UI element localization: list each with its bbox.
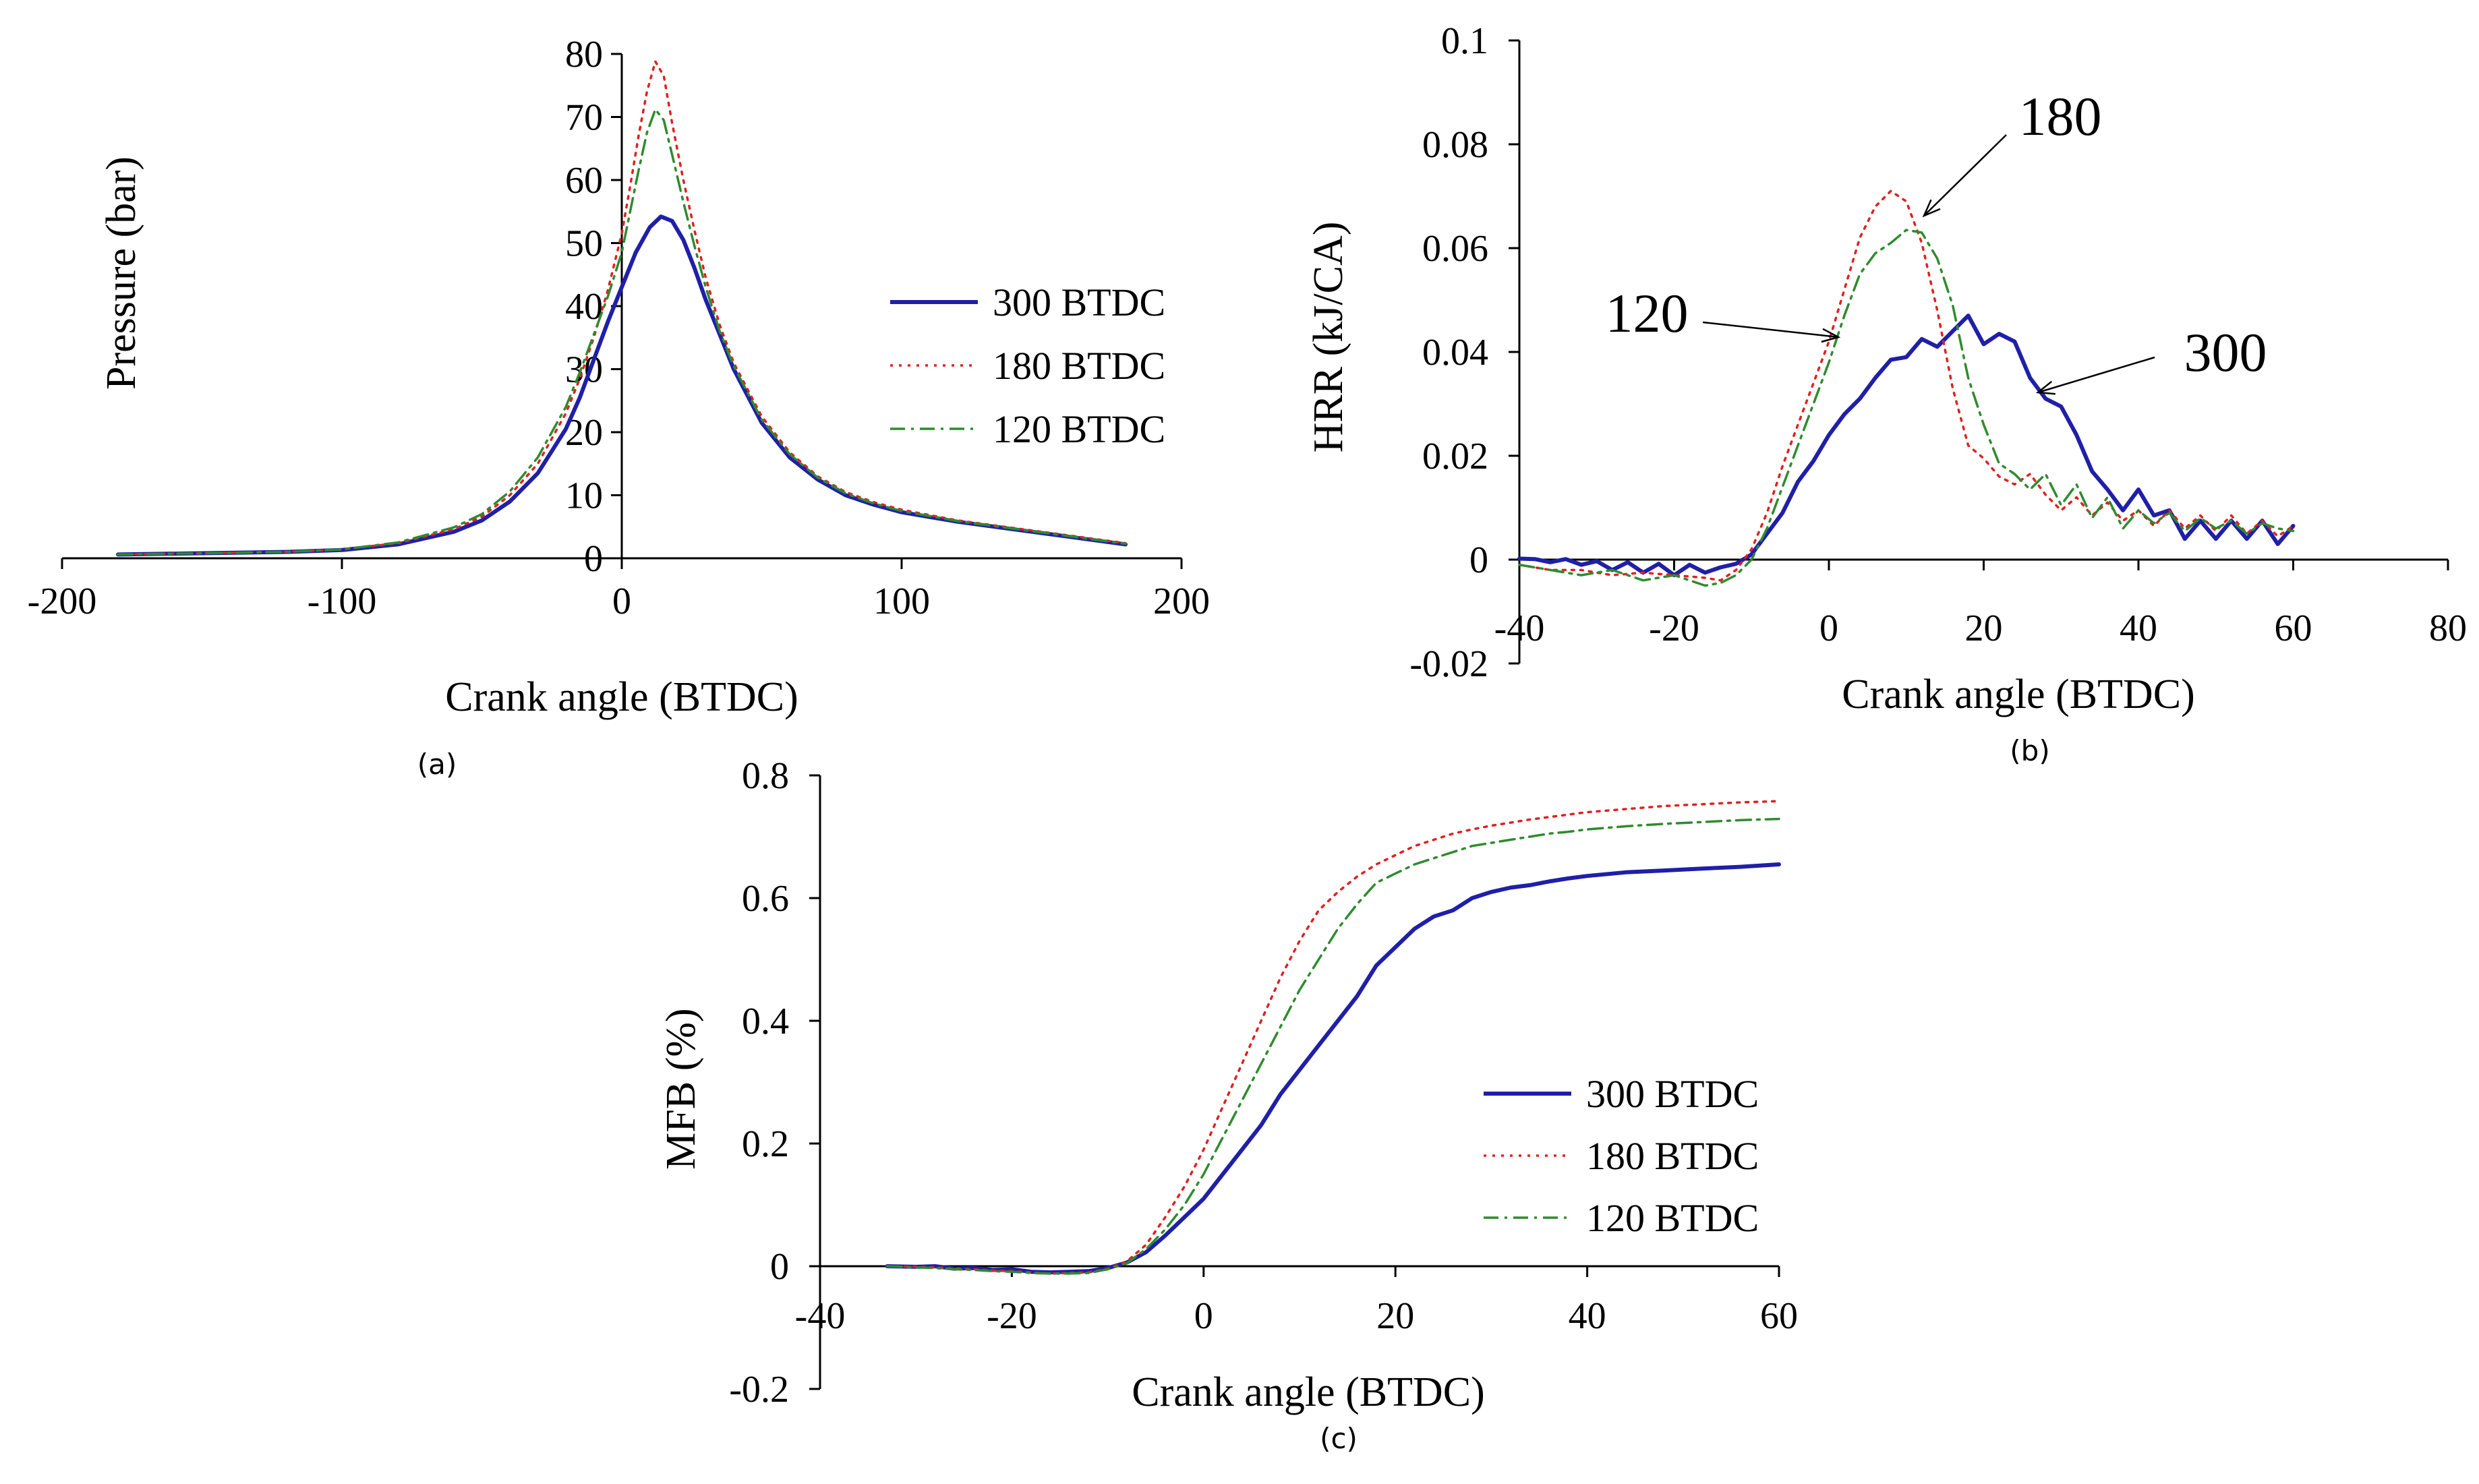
chart-c-y-tick-label: -0.2 <box>729 1369 789 1411</box>
chart-c-xlabel: Crank angle (BTDC) <box>1132 1369 1484 1415</box>
chart-c-legend-label: 180 BTDC <box>1586 1134 1759 1178</box>
chart-c-x-tick-label: 60 <box>1760 1295 1798 1337</box>
chart-c-x-tick-label: -40 <box>795 1295 846 1337</box>
chart-c-y-tick-label: 0 <box>770 1246 789 1288</box>
chart-b-y-tick-label: 0.02 <box>1422 436 1488 477</box>
chart-c-legend-label: 300 BTDC <box>1586 1072 1759 1116</box>
chart-c-y-tick-label: 0.4 <box>742 1001 789 1042</box>
chart-b-x-tick-label: -20 <box>1649 607 1699 649</box>
chart-b-x-tick-label: -40 <box>1494 607 1545 649</box>
chart-b-x-tick-label: 60 <box>2275 607 2312 649</box>
chart-b-annotation-arrowhead <box>1922 199 1941 218</box>
chart-b-y-tick-label: 0 <box>1469 539 1488 581</box>
chart-b-annotation-arrowhead <box>1821 328 1841 343</box>
chart-c-x-tick-label: -20 <box>987 1295 1037 1337</box>
chart-a-legend-label: 180 BTDC <box>993 344 1165 388</box>
chart-b-y-tick-label: 0.06 <box>1422 228 1488 270</box>
chart-a-x-tick-label: 200 <box>1153 581 1210 622</box>
chart-c-series-120 <box>885 817 1780 1275</box>
chart-b-annotation-arrowhead <box>2035 380 2056 395</box>
chart-b-annotation-label: 300 <box>2184 322 2267 383</box>
chart-a-ylabel: Pressure (bar) <box>98 156 144 390</box>
chart-c-x-tick-label: 0 <box>1194 1295 1213 1337</box>
chart-a-panel-label: (a) <box>417 748 457 781</box>
chart-a-y-tick-label: 60 <box>565 160 603 202</box>
chart-a-x-tick-label: 0 <box>612 581 631 622</box>
chart-c-y-tick-label: 0.2 <box>742 1123 789 1165</box>
chart-a-y-tick-label: 80 <box>565 34 603 76</box>
chart-b-x-tick-label: 40 <box>2120 607 2157 649</box>
chart-b-annotation-label: 180 <box>2019 86 2102 147</box>
chart-b-y-tick-label: 0.1 <box>1441 20 1488 62</box>
chart-c-panel-label: (c) <box>1320 1422 1358 1455</box>
chart-a-series-120 <box>117 108 1127 556</box>
chart-b-ylabel: HRR (kJ/CA) <box>1306 222 1351 453</box>
chart-b-y-tick-label: 0.04 <box>1422 332 1488 374</box>
chart-b-annotation-label: 120 <box>1606 283 1689 344</box>
chart-a-legend-label: 120 BTDC <box>993 407 1165 451</box>
chart-b-y-tick-label: -0.02 <box>1409 643 1488 685</box>
chart-b-x-tick-label: 20 <box>1965 607 2003 649</box>
chart-b-annotation-arrow <box>1923 134 2007 216</box>
chart-a-xlabel: Crank angle (BTDC) <box>445 674 798 720</box>
chart-a-x-tick-label: -200 <box>28 581 97 622</box>
chart-a-y-tick-label: 50 <box>565 223 603 265</box>
chart-b-hrr: HRR (kJ/CA) Crank angle (BTDC) (b) -40 -2… <box>1306 20 2467 767</box>
chart-b-xlabel: Crank angle (BTDC) <box>1842 672 2194 717</box>
chart-a-x-tick-label: -100 <box>308 581 377 622</box>
chart-c-y-tick-label: 0.6 <box>742 878 789 920</box>
chart-c-legend-label: 120 BTDC <box>1586 1196 1759 1240</box>
chart-a-pressure: Pressure (bar) Crank angle (BTDC) (a) -2… <box>28 34 1210 781</box>
chart-a-x-tick-label: 100 <box>873 581 930 622</box>
chart-b-panel-label: (b) <box>2010 734 2049 767</box>
chart-b-annotation-arrow <box>2037 356 2155 394</box>
chart-b-x-tick-label: 80 <box>2429 607 2467 649</box>
chart-a-y-tick-label: 10 <box>565 475 603 517</box>
chart-c-x-tick-label: 40 <box>1569 1295 1606 1337</box>
chart-a-y-tick-label: 70 <box>565 97 603 139</box>
chart-c-mfb: MFB (%) Crank angle (BTDC) (c) -40 -20 0 20… <box>658 755 1798 1455</box>
chart-a-series-180 <box>117 60 1127 556</box>
chart-b-series-300 <box>1517 314 2296 578</box>
chart-b-series-120 <box>1518 229 2295 587</box>
chart-a-legend-label: 300 BTDC <box>993 280 1165 324</box>
chart-c-ylabel: MFB (%) <box>658 1008 704 1169</box>
chart-c-y-tick-label: 0.8 <box>742 755 789 797</box>
chart-a-y-tick-label: 0 <box>584 538 603 580</box>
chart-c-x-tick-label: 20 <box>1376 1295 1414 1337</box>
chart-a-y-tick-label: 40 <box>565 286 603 328</box>
chart-b-y-tick-label: 0.08 <box>1422 124 1488 166</box>
chart-b-annotation-arrow <box>1702 321 1839 338</box>
chart-b-x-tick-label: 0 <box>1819 607 1838 649</box>
